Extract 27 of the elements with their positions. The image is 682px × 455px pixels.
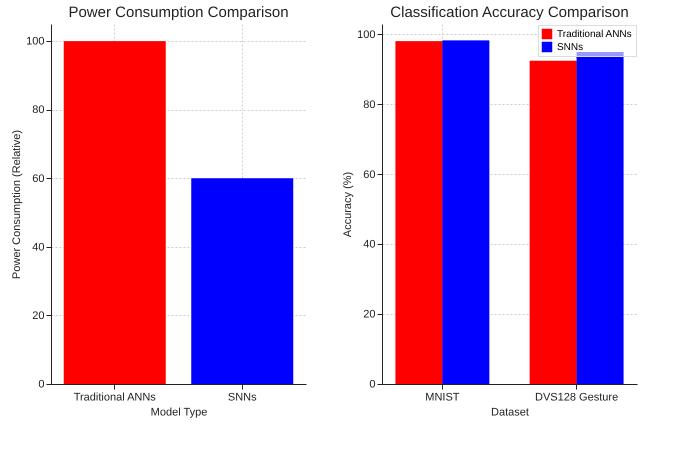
- y-tick-label: 60: [32, 172, 44, 185]
- x-axis-title: Model Type: [150, 406, 208, 418]
- y-tick-label: 60: [363, 168, 376, 181]
- y-tick-label: 0: [38, 378, 44, 390]
- y-tick-label: 0: [369, 378, 376, 390]
- bar: [395, 41, 442, 384]
- chart-title: Classification Accuracy Comparison: [390, 4, 629, 21]
- y-tick-label: 20: [363, 308, 376, 321]
- y-tick-label: 40: [363, 238, 376, 251]
- y-axis-title: Power Consumption (Relative): [11, 130, 24, 280]
- y-axis-title: Accuracy (%): [342, 172, 354, 238]
- bar: [442, 40, 490, 384]
- y-tick-label: 80: [363, 98, 376, 111]
- chart-title: Power Consumption Comparison: [68, 4, 289, 21]
- y-tick-label: 100: [26, 36, 44, 48]
- y-tick-label: 100: [357, 28, 376, 41]
- legend-label: Traditional ANNs: [557, 29, 632, 40]
- y-tick-label: 40: [32, 241, 44, 254]
- legend-label: SNNs: [557, 42, 584, 53]
- x-tick-label: MNIST: [425, 392, 460, 404]
- x-tick-label: Traditional ANNs: [74, 392, 156, 404]
- bar: [530, 60, 577, 384]
- x-tick-label: SNNs: [228, 392, 258, 404]
- y-tick-label: 20: [32, 310, 44, 322]
- x-axis-title: Dataset: [491, 406, 529, 418]
- x-tick-label: DVS128 Gesture: [535, 392, 618, 404]
- y-tick-label: 80: [32, 104, 44, 116]
